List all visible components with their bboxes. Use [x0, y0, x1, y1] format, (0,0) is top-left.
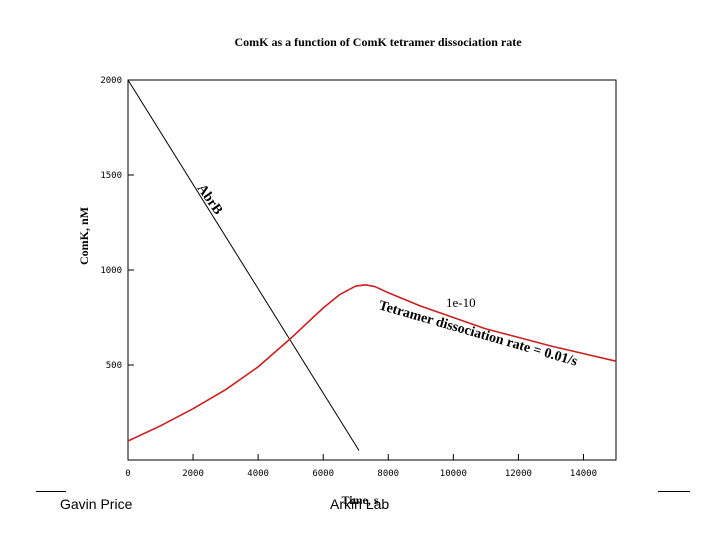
x-axis-label: Time, s [341, 493, 378, 507]
ticks: 0 2000 4000 6000 8000 10000 12000 14000 500 1000 1… [100, 76, 597, 479]
x-tick-label: 12000 [505, 469, 532, 479]
series-line-comk [127, 283, 617, 442]
y-tick-label: 500 [106, 361, 122, 371]
annotation-abrb: AbrB [194, 182, 225, 218]
x-tick-label: 0 [125, 469, 130, 479]
x-tick-label: 2000 [182, 469, 204, 479]
footer-rule-left [36, 491, 66, 492]
footer-author: Gavin Price [60, 496, 133, 512]
footer-lab: Arkin Lab [330, 496, 390, 512]
series-line-abrb [127, 79, 360, 451]
x-tick-label: 6000 [312, 469, 334, 479]
y-tick-label: 1500 [100, 171, 122, 181]
y-axis-label: ComK, nM [77, 207, 91, 265]
plot-frame [127, 79, 617, 461]
annotation-rate: Tetramer dissociation rate = 0.01/s [377, 298, 580, 369]
x-tick-label: 10000 [440, 469, 467, 479]
x-tick-label: 8000 [377, 469, 399, 479]
chart-title: ComK as a function of ComK tetramer diss… [234, 35, 522, 49]
x-tick-label: 14000 [570, 469, 597, 479]
y-tick-label: 2000 [100, 76, 122, 86]
x-tick-label: 4000 [247, 469, 269, 479]
y-tick-label: 1000 [100, 266, 122, 276]
series-group [127, 79, 617, 451]
annotation-small: 1e-10 [446, 295, 476, 310]
footer-rule-right [658, 491, 690, 492]
